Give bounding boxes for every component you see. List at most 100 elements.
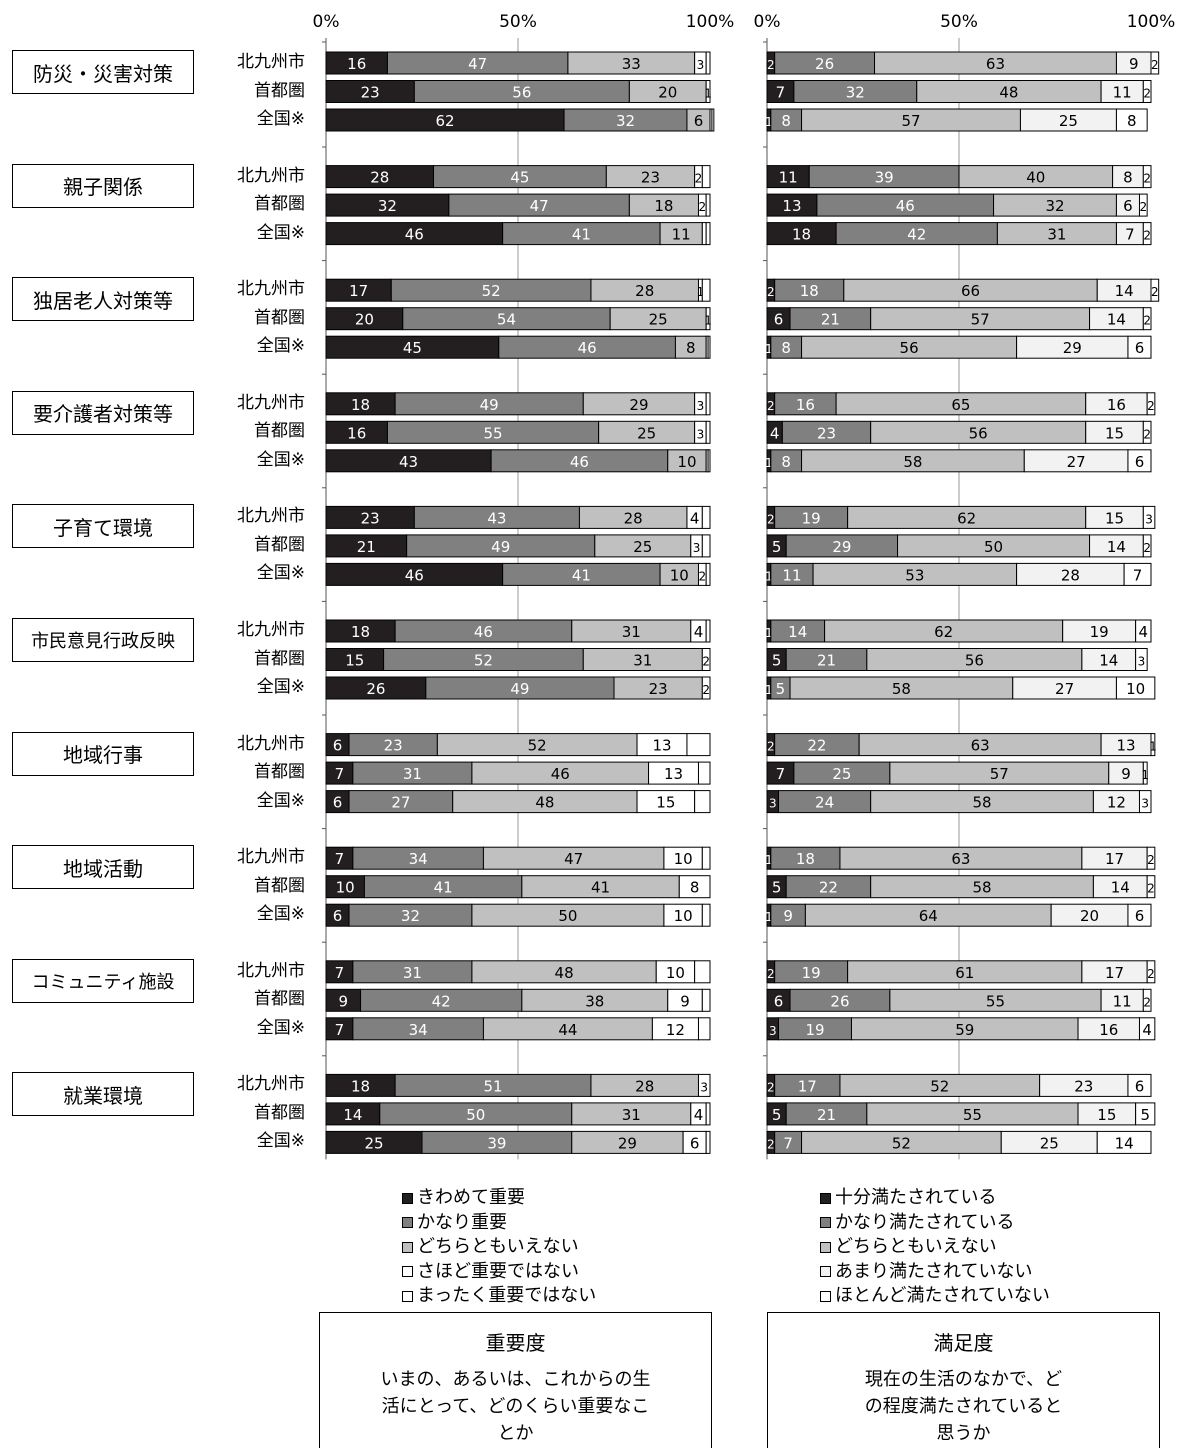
bar-segment (705, 193, 711, 217)
data-label: 18 (792, 226, 811, 244)
bar-segment (694, 790, 711, 814)
data-label: 43 (399, 453, 418, 471)
bar-segment (1115, 108, 1148, 132)
data-label: 18 (800, 282, 819, 300)
data-label: 2 (767, 399, 775, 413)
data-label: 25 (1059, 112, 1078, 130)
data-label: 4 (770, 424, 780, 442)
data-label: 2 (698, 200, 706, 214)
data-label: 58 (972, 794, 991, 812)
data-label: 13 (652, 737, 671, 755)
data-label: 2 (1147, 399, 1155, 413)
category-label: コミュニティ施設 (12, 958, 194, 1003)
data-label: 62 (957, 509, 976, 527)
data-label: 29 (629, 396, 648, 414)
tick-label: 100% (686, 12, 735, 32)
data-label: 1 (765, 569, 773, 583)
data-label: 6 (333, 737, 343, 755)
data-label: 27 (391, 794, 410, 812)
data-label: 15 (345, 652, 364, 670)
data-label: 2 (767, 1080, 775, 1094)
data-label: 2 (767, 285, 775, 299)
data-label: 52 (482, 282, 501, 300)
row-label: 北九州市 (237, 733, 305, 754)
data-label: 62 (934, 623, 953, 641)
legend-label: ほとんど満たされていない (835, 1285, 1050, 1306)
note-box-satisfaction: 満足度 現在の生活のなかで、どの程度満たされていると思うか (767, 1312, 1160, 1448)
legend-satisfaction: 十分満たされている かなり満たされている どちらともいえない あまり満たされていないほ… (820, 1186, 1050, 1309)
data-label: 16 (347, 424, 366, 442)
data-label: 6 (774, 992, 784, 1010)
tick-label: 50% (499, 12, 537, 32)
data-label: 17 (1105, 850, 1124, 868)
data-label: 23 (361, 84, 380, 102)
data-label: 1 (697, 285, 705, 299)
row-label: 首都圏 (254, 875, 305, 896)
bar-segment (701, 222, 707, 246)
data-label: 8 (1127, 112, 1137, 130)
data-label: 8 (781, 339, 791, 357)
data-label: 38 (585, 992, 604, 1010)
bar-segment (1142, 420, 1152, 444)
data-label: 2 (1147, 967, 1155, 981)
legend-label: まったく重要ではない (417, 1285, 597, 1306)
data-label: 27 (1055, 680, 1074, 698)
row-label: 首都圏 (254, 194, 305, 215)
data-label: 10 (1126, 680, 1145, 698)
data-label: 32 (401, 907, 420, 925)
data-label: 2 (1143, 229, 1151, 243)
row-label: 全国※ (256, 109, 305, 129)
data-label: 8 (1123, 169, 1133, 187)
data-label: 3 (700, 1080, 708, 1094)
data-label: 42 (432, 992, 451, 1010)
row-label: 全国※ (256, 563, 305, 584)
data-label: 15 (1097, 1106, 1116, 1124)
legend-swatch (820, 1290, 831, 1302)
data-label: 65 (951, 396, 970, 414)
bar-segment (1142, 988, 1152, 1012)
data-label: 2 (1147, 882, 1155, 896)
data-label: 6 (1135, 907, 1145, 925)
data-label: 18 (351, 623, 370, 641)
data-label: 63 (986, 55, 1005, 73)
bar-segment (1135, 619, 1152, 643)
data-label: 10 (666, 964, 685, 982)
data-label: 14 (1115, 1134, 1134, 1152)
data-label: 52 (930, 1077, 949, 1095)
data-label: 50 (558, 907, 577, 925)
data-label: 7 (335, 850, 345, 868)
row-label: 全国※ (256, 449, 305, 470)
bar-segment (1142, 222, 1152, 246)
data-label: 29 (1063, 339, 1082, 357)
data-label: 3 (769, 1024, 777, 1038)
legend-swatch (820, 1241, 831, 1253)
data-label: 44 (558, 1021, 577, 1039)
data-label: 7 (783, 1134, 793, 1152)
data-label: 59 (955, 1021, 974, 1039)
data-label: 63 (971, 737, 990, 755)
bar-segment (686, 733, 711, 757)
data-label: 8 (690, 879, 700, 897)
data-label: 18 (351, 396, 370, 414)
legend-item: どちらともいえない (402, 1235, 596, 1260)
data-label: 14 (1115, 282, 1134, 300)
category-label: 親子関係 (12, 163, 194, 208)
row-label: 北九州市 (237, 960, 305, 981)
note-title-satisfaction: 満足度 (933, 1331, 994, 1355)
category-label: 要介護者対策等 (12, 390, 194, 435)
data-label: 25 (637, 424, 656, 442)
data-label: 45 (403, 339, 422, 357)
legend-importance: きわめて重要 かなり重要 どちらともいえない さほど重要ではない まったく重要ではない (402, 1186, 596, 1309)
bar-segment (694, 960, 711, 984)
data-label: 2 (698, 569, 706, 583)
bar-segment (701, 505, 711, 529)
bar-segment (705, 619, 711, 643)
bar-segment (701, 648, 711, 671)
data-label: 7 (776, 84, 786, 102)
row-label: 北九州市 (237, 620, 305, 640)
row-label: 首都圏 (254, 762, 305, 783)
bar-segment (707, 335, 711, 359)
bar-segment (1127, 1073, 1152, 1097)
row-label: 北九州市 (237, 847, 305, 868)
data-label: 2 (1151, 285, 1159, 299)
